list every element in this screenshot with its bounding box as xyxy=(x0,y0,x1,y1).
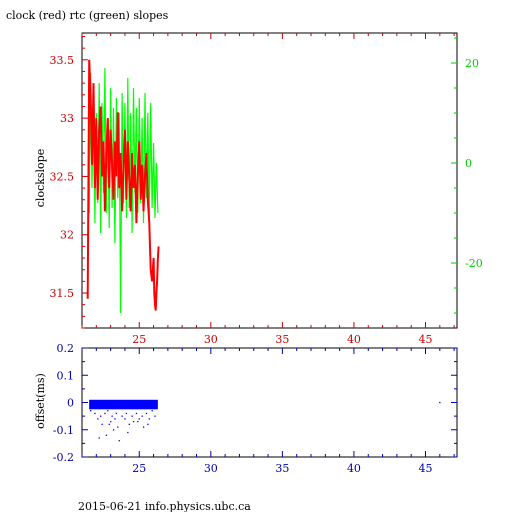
offset-point xyxy=(107,410,109,412)
top-y-tick-label: 31.5 xyxy=(50,287,75,300)
offset-point xyxy=(439,401,441,404)
offset-point xyxy=(135,412,138,415)
clock-series-line xyxy=(86,59,160,311)
top-x-tick-label: 30 xyxy=(204,333,218,346)
offset-point xyxy=(132,420,135,423)
bottom-x-tick-label: 45 xyxy=(419,462,433,475)
bottom-y-tick-label: -0.1 xyxy=(53,424,74,437)
offset-point xyxy=(101,423,103,425)
offset-point xyxy=(89,410,92,412)
offset-point xyxy=(127,431,129,434)
offset-point xyxy=(114,418,116,420)
offset-point xyxy=(145,412,148,415)
top-y2-tick-label: -20 xyxy=(465,257,483,270)
top-chart: clock (red) rtc (green) slopes clockslop… xyxy=(6,9,483,346)
offset-point xyxy=(148,418,150,420)
offset-point xyxy=(111,415,113,417)
top-y-axis-label: clockslope xyxy=(34,149,47,207)
top-chart-title: clock (red) rtc (green) slopes xyxy=(6,9,169,22)
bottom-x-tick-label: 30 xyxy=(204,462,218,475)
top-y-tick-label: 32 xyxy=(60,229,74,242)
bottom-x-tick-label: 40 xyxy=(347,462,361,475)
rtc-series-line xyxy=(88,67,159,314)
top-plot-frame xyxy=(81,32,458,329)
bottom-y-tick-label: -0.2 xyxy=(53,451,74,464)
bottom-x-tick-label: 25 xyxy=(132,462,146,475)
top-x-tick-label: 40 xyxy=(347,333,361,346)
bottom-axes: 25 30 35 40 45 -0.2 -0.1 0 0.1 0.2 xyxy=(53,342,457,475)
top-y-tick-label: 33 xyxy=(60,112,74,125)
top-axes: 25 30 35 40 45 31.5 32 32.5 33 33.5 -20 0 20 xyxy=(50,33,483,346)
offset-point xyxy=(151,410,153,412)
bottom-x-tick-label: 35 xyxy=(275,462,289,475)
offset-point xyxy=(121,415,123,417)
offset-point xyxy=(108,423,110,425)
offset-point xyxy=(100,415,102,417)
bottom-y-tick-label: 0 xyxy=(67,397,74,410)
bottom-y-axis-label: offset(ms) xyxy=(34,373,47,429)
offset-point xyxy=(124,418,126,420)
top-x-tick-label: 45 xyxy=(419,333,433,346)
offset-point xyxy=(112,429,115,431)
offset-point xyxy=(105,434,108,436)
offset-point xyxy=(142,426,145,428)
offset-point xyxy=(138,418,140,420)
offset-point xyxy=(97,418,99,420)
offset-band xyxy=(89,399,158,410)
top-y2-tick-label: 0 xyxy=(465,157,472,170)
offset-point xyxy=(154,415,156,417)
offset-point xyxy=(117,426,119,428)
bottom-chart: offset(ms) 25 30 35 40 45 -0.2 -0.1 0 0.1 0.2 xyxy=(34,342,458,475)
offset-point xyxy=(110,420,112,423)
top-y2-tick-label: 20 xyxy=(465,57,479,70)
offset-point xyxy=(137,420,139,423)
bottom-y-tick-label: 0.1 xyxy=(57,369,75,382)
offset-point xyxy=(115,412,118,415)
top-y-tick-label: 32.5 xyxy=(50,170,75,183)
top-x-tick-label: 35 xyxy=(275,333,289,346)
offset-point xyxy=(94,412,96,415)
offset-point xyxy=(128,423,130,425)
footer-text: 2015-06-21 info.physics.ubc.ca xyxy=(78,500,251,512)
offset-point xyxy=(104,412,106,415)
bottom-plot-marks xyxy=(89,399,441,442)
offset-point xyxy=(118,440,120,442)
top-plot-marks xyxy=(86,59,160,314)
bottom-y-tick-label: 0.2 xyxy=(57,342,75,355)
offset-point xyxy=(147,423,149,425)
offset-point xyxy=(125,412,128,415)
offset-point xyxy=(141,415,143,417)
top-x-tick-label: 25 xyxy=(132,333,146,346)
offset-point xyxy=(131,415,133,417)
top-y-tick-label: 33.5 xyxy=(50,54,75,67)
offset-point xyxy=(98,437,100,439)
